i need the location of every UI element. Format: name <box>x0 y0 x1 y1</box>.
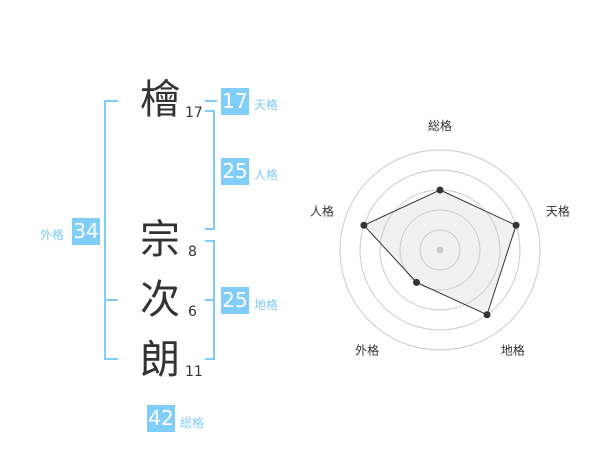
stroke-count: 6 <box>188 304 197 320</box>
gaikaku-label: 外格 <box>40 228 65 242</box>
radar-center <box>436 246 444 254</box>
radar-axis-label: 総格 <box>428 118 452 133</box>
name-char: 檜 <box>140 77 180 123</box>
radar-axis-label: 地格 <box>501 342 525 357</box>
radar-point <box>360 221 368 229</box>
tenkaku-bracket <box>205 100 217 102</box>
bracket-tick <box>205 358 215 360</box>
chikaku-label: 地格 <box>254 298 279 312</box>
stroke-count: 11 <box>185 364 203 380</box>
radar-ring <box>399 209 481 291</box>
radar-axis-label: 外格 <box>355 342 379 357</box>
name-char: 朗 <box>140 337 180 383</box>
radar-area <box>363 189 517 316</box>
radar-point <box>512 221 520 229</box>
bracket-tick <box>205 240 215 242</box>
jinkaku-bracket <box>213 110 215 230</box>
radar-ring <box>359 169 521 331</box>
bracket-tick <box>104 358 118 360</box>
gaikaku-bracket <box>104 100 106 360</box>
radar-axis-label: 人格 <box>310 204 334 219</box>
jinkaku-value: 25 <box>221 158 249 185</box>
jinkaku-label: 人格 <box>254 168 279 182</box>
bracket-tick <box>104 299 118 301</box>
bracket-tick <box>205 228 215 230</box>
name-char: 宗 <box>140 217 180 263</box>
radar-point <box>483 311 491 319</box>
chikaku-value: 25 <box>221 287 249 314</box>
tenkaku-label: 天格 <box>254 98 279 112</box>
name-char: 次 <box>140 277 180 323</box>
soukaku-label: 総格 <box>180 416 205 430</box>
radar-axis-label: 天格 <box>546 204 570 219</box>
radar-point <box>436 186 444 194</box>
tenkaku-value: 17 <box>221 88 249 115</box>
stroke-count: 17 <box>185 105 203 121</box>
stroke-count: 8 <box>188 244 197 260</box>
radar-ring <box>339 149 541 351</box>
bracket-tick <box>205 299 215 301</box>
gaikaku-value: 34 <box>72 218 100 245</box>
radar-ring <box>419 229 461 271</box>
bracket-tick <box>104 100 118 102</box>
soukaku-value: 42 <box>147 405 175 432</box>
radar-point <box>412 278 420 286</box>
bracket-tick <box>205 110 215 112</box>
